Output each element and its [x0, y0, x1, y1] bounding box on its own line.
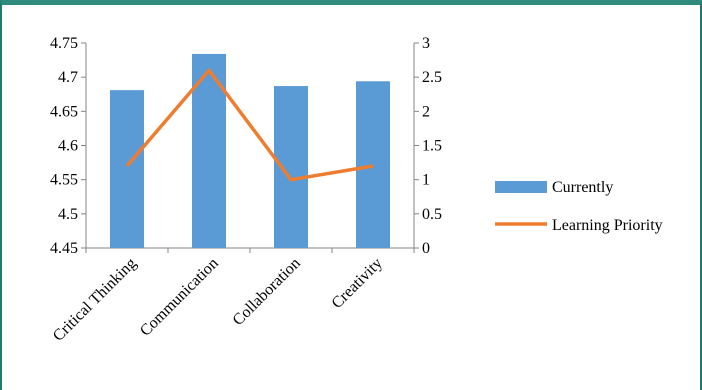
category-label: Critical Thinking — [50, 255, 140, 345]
bars-layer — [110, 53, 390, 249]
left-tick-label: 4.45 — [50, 240, 78, 257]
bar-critical-thinking — [110, 90, 144, 249]
right-tick-label: 3 — [422, 35, 430, 52]
category-label: Creativity — [329, 255, 386, 312]
left-tick-label: 4.5 — [58, 206, 78, 223]
bar-collaboration — [274, 86, 308, 248]
legend-swatch-currently — [495, 181, 547, 193]
legend-label-currently: Currently — [552, 179, 613, 196]
right-tick-label: 2.5 — [422, 69, 442, 86]
category-label: Collaboration — [230, 255, 304, 329]
line-learning-priority — [125, 68, 374, 182]
combo-chart: 4.45 4.5 4.55 4.6 4.65 4.7 4.75 0 0.5 1 1.5 2 2.5 3 Cr… — [50, 35, 663, 345]
left-tick-label: 4.7 — [58, 69, 78, 86]
legend: Currently Learning Priority — [495, 179, 663, 234]
line-layer — [125, 68, 374, 182]
left-tick-label: 4.6 — [58, 138, 78, 155]
right-tick-label: 1 — [422, 172, 430, 189]
legend-label-learning-priority: Learning Priority — [552, 217, 663, 234]
right-tick-label: 1.5 — [422, 138, 442, 155]
right-tick-label: 2 — [422, 103, 430, 120]
right-tick-label: 0 — [422, 240, 430, 257]
bar-creativity — [356, 81, 390, 249]
left-tick-label: 4.75 — [50, 35, 78, 52]
category-label: Communication — [137, 255, 222, 340]
left-tick-label: 4.55 — [50, 172, 78, 189]
left-tick-label: 4.65 — [50, 103, 78, 120]
right-tick-label: 0.5 — [422, 206, 442, 223]
